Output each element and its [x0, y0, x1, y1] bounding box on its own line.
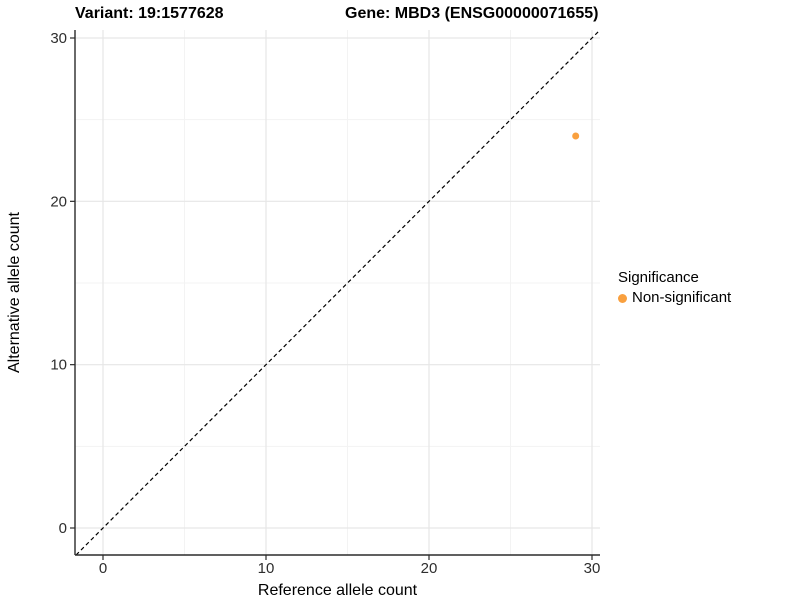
y-tick-label: 30: [50, 30, 67, 47]
plot-title-gene: Gene: MBD3 (ENSG00000071655): [345, 5, 599, 22]
legend-item: Non-significant: [617, 289, 731, 307]
y-tick-label: 0: [59, 520, 67, 537]
plot-title-variant: Variant: 19:1577628: [75, 5, 224, 22]
x-tick-label: 0: [99, 560, 107, 577]
x-tick-label: 10: [258, 560, 275, 577]
legend-key-dot-icon: [618, 293, 627, 303]
legend-item-label: Non-significant: [632, 289, 732, 306]
y-tick-label: 10: [50, 357, 67, 374]
x-axis-title: Reference allele count: [258, 582, 418, 599]
legend-title: Significance: [618, 269, 699, 286]
y-axis-title: Alternative allele count: [6, 211, 23, 373]
data-point: [572, 132, 580, 140]
identity-reference-line: [75, 29, 601, 556]
x-tick-label: 20: [421, 560, 438, 577]
x-tick-label: 30: [584, 560, 601, 577]
legend: Significance Non-significant: [617, 269, 731, 307]
y-tick-label: 20: [50, 193, 67, 210]
